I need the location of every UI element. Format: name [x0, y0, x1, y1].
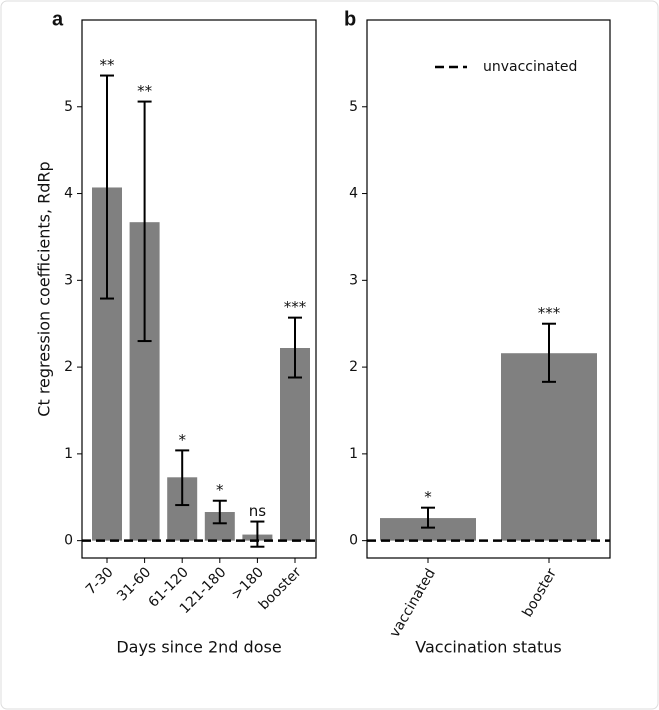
y-tick-label: 3: [64, 272, 73, 288]
significance-label: *: [178, 431, 186, 449]
bar: [280, 348, 310, 541]
bar: [380, 518, 476, 541]
y-tick-label: 2: [349, 359, 358, 375]
significance-label: *: [216, 481, 224, 499]
y-tick-label: 5: [64, 99, 73, 115]
significance-label: ***: [284, 298, 307, 316]
y-tick-label: 1: [64, 446, 73, 462]
y-tick-label: 3: [349, 272, 358, 288]
y-tick-label: 1: [349, 446, 358, 462]
bar: [501, 353, 597, 541]
y-tick-label: 0: [349, 533, 358, 549]
significance-label: ns: [249, 502, 267, 520]
axes-frame: [81, 19, 317, 559]
y-tick-label: 5: [349, 99, 358, 115]
x-axis-label: Days since 2nd dose: [116, 638, 281, 657]
significance-label: **: [137, 82, 153, 100]
y-axis-label: Ct regression coefficients, RdRp: [35, 161, 54, 416]
panel-title: b: [344, 8, 356, 30]
y-tick-label: 2: [64, 359, 73, 375]
y-tick-label: 4: [349, 186, 358, 202]
significance-label: *: [424, 488, 432, 506]
legend-label: unvaccinated: [483, 59, 577, 75]
axes-frame: [366, 19, 611, 559]
panel-title: a: [52, 8, 64, 30]
x-axis-label: Vaccination status: [415, 638, 561, 657]
significance-label: ***: [538, 304, 561, 322]
y-tick-label: 4: [64, 186, 73, 202]
significance-label: **: [100, 56, 116, 74]
y-tick-label: 0: [64, 533, 73, 549]
